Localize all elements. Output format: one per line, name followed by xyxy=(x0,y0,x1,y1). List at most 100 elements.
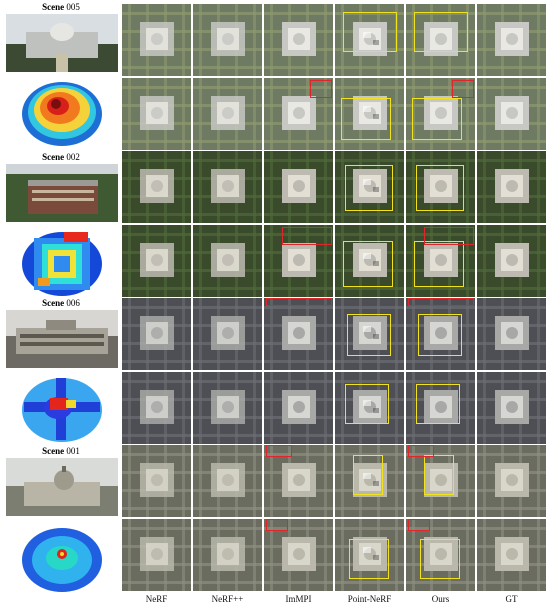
error-box xyxy=(408,519,430,531)
scene-word: Scene xyxy=(42,152,65,162)
render-view-immpi-row3 xyxy=(264,151,333,223)
scene-002-thumbnail xyxy=(6,164,118,222)
render-view-ours-row2 xyxy=(406,78,475,150)
render-view-nerf-row8 xyxy=(122,519,191,591)
render-view-nerf-row4 xyxy=(122,225,191,297)
render-view-ours-row3 xyxy=(406,151,475,223)
render-view-point-nerf-row2 xyxy=(335,78,404,150)
render-view-immpi-row4 xyxy=(264,225,333,297)
method-label-nerfpp: NeRF++ xyxy=(211,594,244,604)
render-view-immpi-row7 xyxy=(264,445,333,517)
highlight-box xyxy=(412,98,462,140)
render-view-nerfpp-row6 xyxy=(193,372,262,444)
error-box xyxy=(266,519,288,531)
scene-006-thumbnail xyxy=(6,310,118,368)
render-view-gt-row4 xyxy=(477,225,546,297)
render-view-point-nerf-row6 xyxy=(335,372,404,444)
render-view-immpi-row5 xyxy=(264,298,333,370)
render-view-immpi-row2 xyxy=(264,78,333,150)
highlight-box xyxy=(341,98,391,140)
scene-overview-column: Scene 005 Scene 002 xyxy=(0,0,122,592)
scene-005-density-map xyxy=(20,78,104,148)
render-view-gt-row3 xyxy=(477,151,546,223)
highlight-box xyxy=(345,165,393,211)
render-view-ours-row4 xyxy=(406,225,475,297)
render-view-nerf-row1 xyxy=(122,4,191,76)
highlight-box xyxy=(416,165,464,211)
error-box xyxy=(266,445,292,457)
scene-005-thumbnail xyxy=(6,14,118,72)
render-view-nerfpp-row4 xyxy=(193,225,262,297)
highlight-box xyxy=(418,314,462,356)
render-view-point-nerf-row7 xyxy=(335,445,404,517)
highlight-box xyxy=(343,12,397,52)
render-view-point-nerf-row3 xyxy=(335,151,404,223)
render-view-ours-row5 xyxy=(406,298,475,370)
highlight-box xyxy=(347,314,391,356)
highlight-box xyxy=(353,455,383,495)
error-box xyxy=(408,445,434,457)
render-view-point-nerf-row4 xyxy=(335,225,404,297)
method-label-gt: GT xyxy=(505,594,518,604)
scene-word: Scene xyxy=(42,298,65,308)
render-view-point-nerf-row8 xyxy=(335,519,404,591)
render-view-gt-row6 xyxy=(477,372,546,444)
highlight-box xyxy=(424,455,454,495)
render-view-nerf-row2 xyxy=(122,78,191,150)
render-view-immpi-row1 xyxy=(264,4,333,76)
method-labels-row: NeRF NeRF++ ImMPI Point-NeRF Ours GT xyxy=(122,594,548,610)
render-view-point-nerf-row5 xyxy=(335,298,404,370)
render-view-nerf-row7 xyxy=(122,445,191,517)
scene-title-005: Scene 005 xyxy=(0,2,122,12)
render-view-ours-row1 xyxy=(406,4,475,76)
method-label-point-nerf: Point-NeRF xyxy=(347,594,392,604)
error-box xyxy=(282,227,332,245)
scene-006-density-map xyxy=(20,374,104,444)
error-box xyxy=(310,80,332,98)
render-view-ours-row7 xyxy=(406,445,475,517)
render-view-gt-row7 xyxy=(477,445,546,517)
render-view-nerf-row5 xyxy=(122,298,191,370)
highlight-box xyxy=(414,241,464,287)
highlight-box xyxy=(349,539,389,579)
error-box xyxy=(452,80,474,98)
scene-002-density-map xyxy=(20,228,104,298)
render-view-ours-row6 xyxy=(406,372,475,444)
render-view-gt-row1 xyxy=(477,4,546,76)
method-label-nerf: NeRF xyxy=(145,594,168,604)
render-view-ours-row8 xyxy=(406,519,475,591)
highlight-box xyxy=(345,384,389,424)
scene-title-002: Scene 002 xyxy=(0,152,122,162)
scene-001-thumbnail xyxy=(6,458,118,516)
scene-word: Scene xyxy=(42,2,65,12)
scene-word: Scene xyxy=(42,446,65,456)
render-view-point-nerf-row1 xyxy=(335,4,404,76)
render-view-gt-row8 xyxy=(477,519,546,591)
error-box xyxy=(408,298,474,306)
render-view-immpi-row6 xyxy=(264,372,333,444)
render-view-nerf-row3 xyxy=(122,151,191,223)
highlight-box xyxy=(343,241,393,287)
render-view-nerfpp-row8 xyxy=(193,519,262,591)
render-view-nerfpp-row5 xyxy=(193,298,262,370)
scene-001-density-map xyxy=(20,524,104,594)
highlight-box xyxy=(414,12,468,52)
comparison-grid xyxy=(122,4,548,592)
scene-number: 002 xyxy=(66,152,80,162)
render-view-gt-row5 xyxy=(477,298,546,370)
method-label-immpi: ImMPI xyxy=(285,594,312,604)
scene-number: 005 xyxy=(66,2,80,12)
render-view-gt-row2 xyxy=(477,78,546,150)
render-view-nerfpp-row2 xyxy=(193,78,262,150)
scene-number: 001 xyxy=(66,446,80,456)
highlight-box xyxy=(420,539,460,579)
method-label-ours: Ours xyxy=(431,594,450,604)
render-view-nerf-row6 xyxy=(122,372,191,444)
render-view-nerfpp-row7 xyxy=(193,445,262,517)
render-view-immpi-row8 xyxy=(264,519,333,591)
error-box xyxy=(424,227,474,245)
scene-title-006: Scene 006 xyxy=(0,298,122,308)
scene-number: 006 xyxy=(66,298,80,308)
highlight-box xyxy=(416,384,460,424)
render-view-nerfpp-row3 xyxy=(193,151,262,223)
